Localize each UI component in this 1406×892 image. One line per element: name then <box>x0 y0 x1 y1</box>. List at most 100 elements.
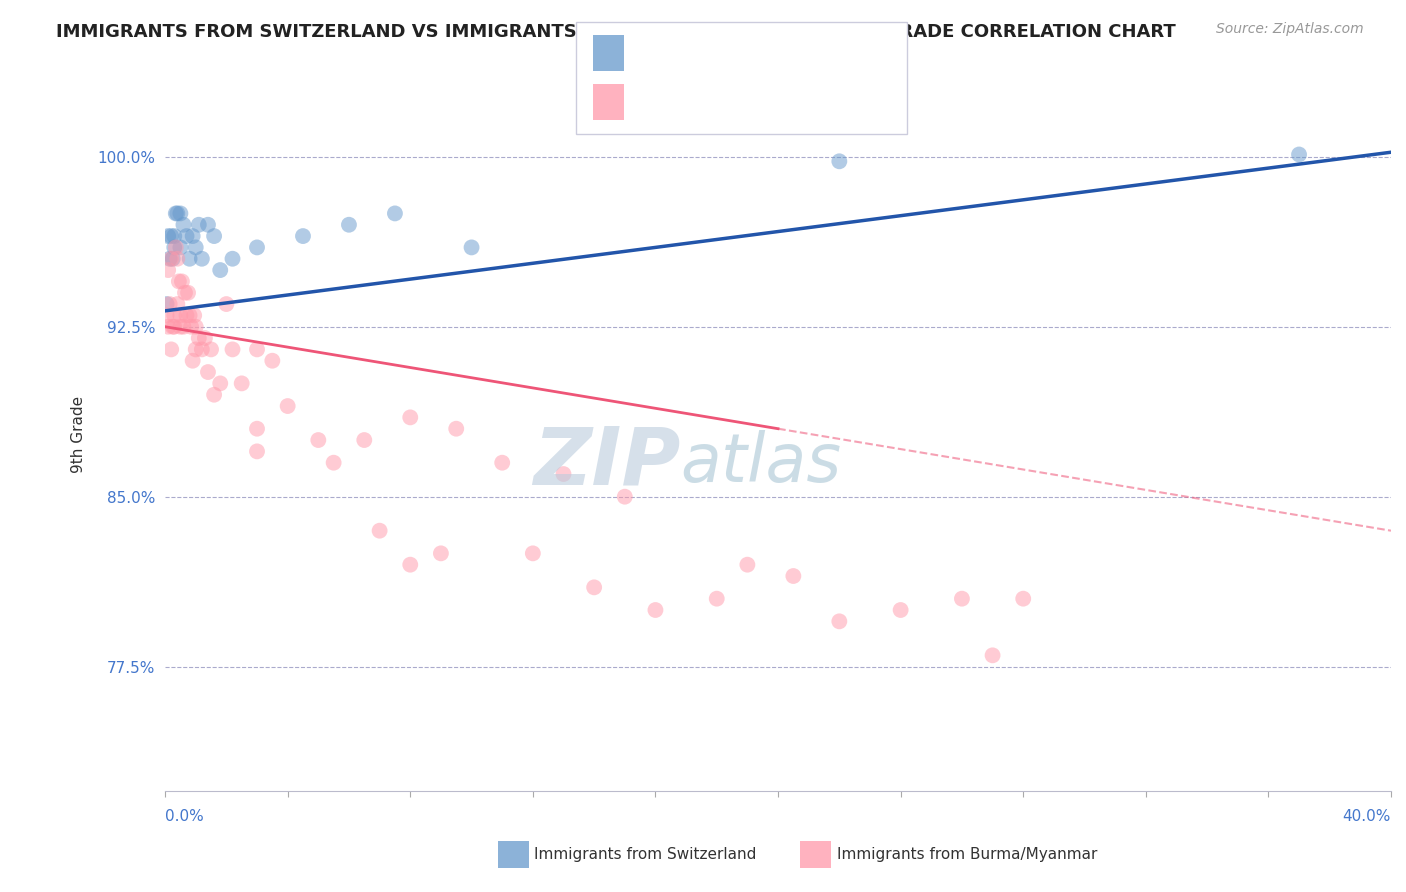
Point <box>172 218 194 232</box>
Text: R =  0.438   N = 29: R = 0.438 N = 29 <box>631 41 793 60</box>
Point <box>399 558 422 572</box>
Point <box>231 376 253 391</box>
Point <box>176 229 198 244</box>
Point <box>177 285 200 300</box>
Point <box>399 410 422 425</box>
Point <box>165 206 187 220</box>
Point <box>890 603 912 617</box>
Point <box>157 229 180 244</box>
Point <box>353 433 375 447</box>
Point <box>160 229 183 244</box>
Point <box>181 353 204 368</box>
Point <box>202 229 225 244</box>
Point <box>337 218 360 232</box>
Point <box>307 433 329 447</box>
Point <box>1012 591 1035 606</box>
Point <box>163 229 186 244</box>
Point <box>613 490 636 504</box>
Point <box>197 218 219 232</box>
Text: IMMIGRANTS FROM SWITZERLAND VS IMMIGRANTS FROM BURMA/MYANMAR 9TH GRADE CORRELATI: IMMIGRANTS FROM SWITZERLAND VS IMMIGRANT… <box>56 22 1175 40</box>
Point <box>184 319 207 334</box>
Point <box>180 319 202 334</box>
Point <box>159 252 181 266</box>
Point <box>215 297 238 311</box>
Point <box>183 309 205 323</box>
Point <box>157 319 180 334</box>
Point <box>187 218 209 232</box>
Point <box>166 206 188 220</box>
Point <box>181 229 204 244</box>
Point <box>162 252 184 266</box>
Point <box>155 297 177 311</box>
Point <box>166 252 188 266</box>
Point <box>179 309 201 323</box>
Point <box>163 240 186 254</box>
Point <box>460 240 482 254</box>
Point <box>782 569 804 583</box>
Text: Immigrants from Burma/Myanmar: Immigrants from Burma/Myanmar <box>837 847 1097 862</box>
Point <box>209 376 232 391</box>
Point <box>583 580 606 594</box>
Point <box>828 154 851 169</box>
Point <box>522 546 544 560</box>
Y-axis label: 9th Grade: 9th Grade <box>72 396 86 473</box>
Point <box>160 343 183 357</box>
Point <box>246 444 269 458</box>
Point <box>179 252 201 266</box>
Point <box>322 456 344 470</box>
Point <box>277 399 299 413</box>
Point <box>191 252 214 266</box>
Point <box>166 297 188 311</box>
Point <box>491 456 513 470</box>
Text: Immigrants from Switzerland: Immigrants from Switzerland <box>534 847 756 862</box>
Point <box>184 240 207 254</box>
Point <box>194 331 217 345</box>
Point <box>169 319 191 334</box>
Point <box>165 240 187 254</box>
Text: 40.0%: 40.0% <box>1343 809 1391 824</box>
Point <box>184 343 207 357</box>
Point <box>221 252 243 266</box>
Point <box>169 206 191 220</box>
Point <box>981 648 1004 663</box>
Point <box>444 422 467 436</box>
Point <box>246 240 269 254</box>
Point <box>191 343 214 357</box>
Point <box>159 297 181 311</box>
Point <box>174 285 197 300</box>
Point <box>202 388 225 402</box>
Text: atlas: atlas <box>681 430 841 496</box>
Point <box>553 467 575 481</box>
Point <box>170 274 193 288</box>
Point <box>950 591 973 606</box>
Point <box>162 319 184 334</box>
Point <box>828 615 851 629</box>
Text: Source: ZipAtlas.com: Source: ZipAtlas.com <box>1216 22 1364 37</box>
Point <box>187 331 209 345</box>
Point <box>262 353 284 368</box>
Point <box>644 603 666 617</box>
Point <box>157 263 180 277</box>
Point <box>197 365 219 379</box>
Point <box>163 309 186 323</box>
Text: ZIP: ZIP <box>533 424 681 502</box>
Point <box>167 274 190 288</box>
Point <box>176 309 198 323</box>
Point <box>1288 147 1310 161</box>
Point <box>169 240 191 254</box>
Point <box>172 319 194 334</box>
Text: 0.0%: 0.0% <box>165 809 204 824</box>
Point <box>706 591 728 606</box>
Point <box>246 343 269 357</box>
Point <box>430 546 453 560</box>
Point <box>163 319 186 334</box>
Point <box>384 206 406 220</box>
Point <box>155 309 177 323</box>
Point <box>368 524 391 538</box>
Point <box>160 252 183 266</box>
Point <box>209 263 232 277</box>
Point <box>169 309 191 323</box>
Point <box>221 343 243 357</box>
Point <box>246 422 269 436</box>
Point <box>291 229 314 244</box>
